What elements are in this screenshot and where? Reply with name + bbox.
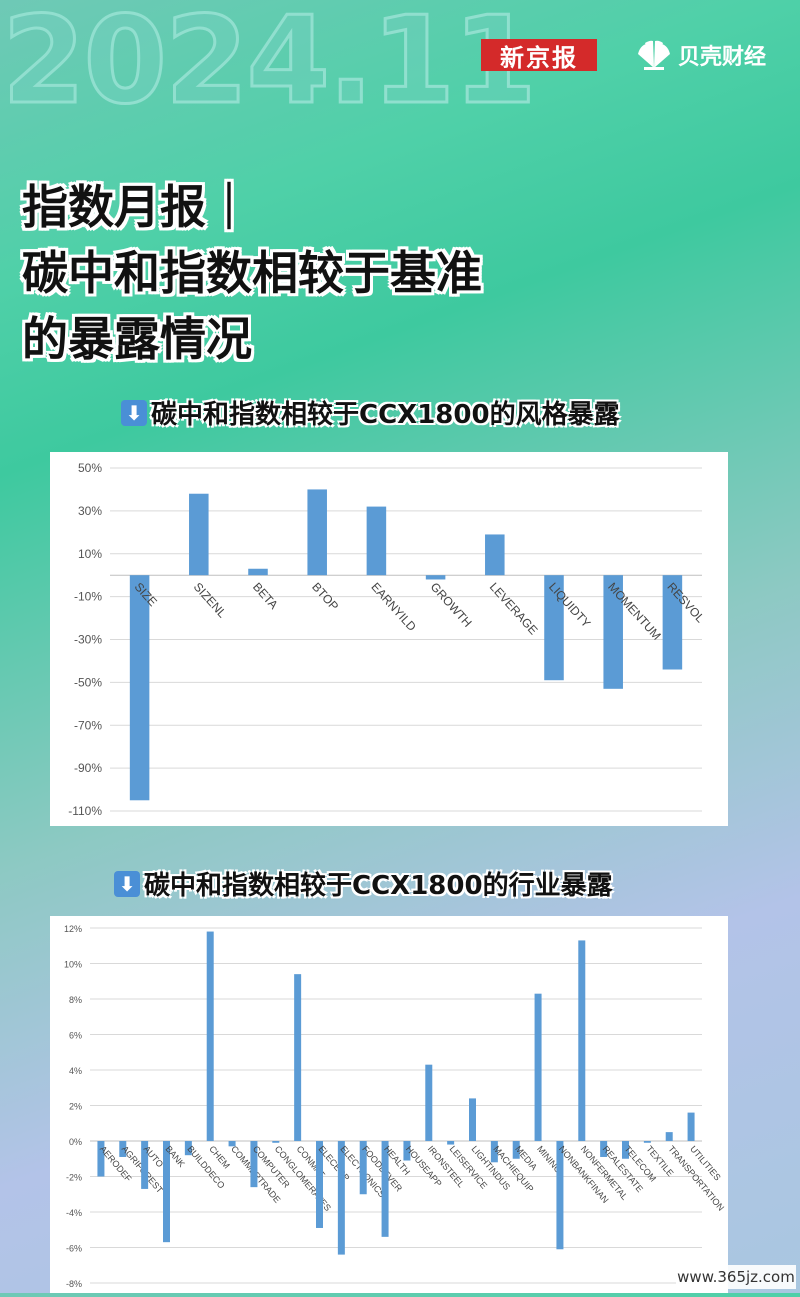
title-line: 的暴露情况 <box>22 312 252 366</box>
bar <box>129 575 150 801</box>
bar <box>687 1112 695 1141</box>
bar <box>381 1141 389 1237</box>
page-title: 指数月报｜ 碳中和指数相较于基准 的暴露情况 <box>22 174 482 372</box>
bar <box>425 575 446 580</box>
shell-icon <box>638 40 670 70</box>
industry-exposure-chart: 12%10%8%6%4%2%0%-2%-4%-6%-8%AERODEFAGRIF… <box>64 924 726 1289</box>
bar <box>622 1141 629 1159</box>
bar <box>307 489 327 576</box>
bar <box>189 493 209 576</box>
category-label: BETA <box>250 580 281 612</box>
bar <box>184 1141 192 1156</box>
category-label: EARNYILD <box>368 580 419 634</box>
bar <box>272 1141 280 1143</box>
year-watermark: 2024.11 <box>1 0 539 131</box>
bar <box>366 506 387 576</box>
style-chart-panel: 50% 30% 10% -10% -30% -50% -70% -90% -110% SIZE SI… <box>50 452 728 826</box>
bar <box>119 1141 127 1157</box>
xinjingbao-logo: 新京报 <box>481 39 597 72</box>
industry-section-heading: ⬇ 碳中和指数相较于CCX1800的行业暴露 <box>114 865 613 902</box>
y-tick-label: -70% <box>74 718 102 732</box>
style-heading-text: 碳中和指数相较于CCX1800的风格暴露 <box>151 400 620 430</box>
y-tick-label: 12% <box>64 924 82 934</box>
y-tick-label: -30% <box>74 633 102 647</box>
y-tick-label: -2% <box>66 1173 82 1183</box>
bar <box>603 575 623 689</box>
bar <box>447 1141 455 1145</box>
down-arrow-icon: ⬇ <box>114 870 140 897</box>
beike-logo: 贝壳财经 <box>634 38 766 72</box>
bar <box>512 1141 520 1159</box>
bar <box>485 534 505 576</box>
bar <box>248 568 268 576</box>
y-tick-label: -4% <box>66 1208 82 1218</box>
down-arrow-icon: ⬇ <box>121 399 147 426</box>
bar <box>490 1141 498 1163</box>
bar <box>600 1141 608 1157</box>
category-label: GROWTH <box>428 580 475 630</box>
site-watermark: www.365jz.com <box>676 1265 796 1289</box>
y-tick-label: -110% <box>68 804 102 818</box>
bar <box>316 1141 323 1228</box>
y-tick-label: -8% <box>66 1279 82 1289</box>
category-label: LEVERAGE <box>487 580 541 637</box>
style-section-heading: ⬇ 碳中和指数相较于CCX1800的风格暴露 <box>121 394 620 431</box>
bar <box>665 1132 673 1141</box>
bar <box>403 1141 411 1161</box>
bar <box>544 575 564 681</box>
style-exposure-chart: 50%30%10%-10%-30%-50%-70%-90%-110%SIZE SI… <box>68 461 707 818</box>
y-tick-label: 50% <box>78 461 102 475</box>
bar <box>359 1141 367 1195</box>
y-tick-label: 8% <box>69 995 82 1005</box>
bar <box>578 940 586 1141</box>
title-line: 碳中和指数相较于基准 <box>22 246 482 300</box>
bar <box>163 1141 170 1243</box>
y-tick-label: -90% <box>74 761 102 775</box>
bar <box>97 1141 105 1177</box>
category-label: SIZENL <box>191 580 230 621</box>
bar <box>643 1141 651 1143</box>
bar <box>556 1141 564 1250</box>
y-tick-label: 10% <box>78 547 102 561</box>
bar <box>534 993 542 1141</box>
y-tick-label: 0% <box>69 1137 82 1147</box>
y-tick-label: 10% <box>64 960 82 970</box>
beike-logo-text: 贝壳财经 <box>678 45 767 70</box>
bar <box>294 974 302 1141</box>
bar <box>250 1141 258 1188</box>
bar <box>337 1141 345 1255</box>
bar <box>206 931 214 1141</box>
y-tick-label: -6% <box>66 1244 82 1254</box>
bar <box>425 1064 433 1141</box>
y-tick-label: 2% <box>69 1102 82 1112</box>
industry-chart-panel: 12%10%8%6%4%2%0%-2%-4%-6%-8%AERODEFAGRIF… <box>50 916 728 1293</box>
bar <box>141 1141 149 1189</box>
bar <box>469 1098 476 1141</box>
bar <box>228 1141 236 1147</box>
y-tick-label: 4% <box>69 1066 82 1076</box>
y-tick-label: 30% <box>78 504 102 518</box>
title-line: 指数月报｜ <box>22 180 252 234</box>
y-tick-label: -10% <box>74 590 102 604</box>
y-tick-label: -50% <box>74 675 102 689</box>
industry-heading-text: 碳中和指数相较于CCX1800的行业暴露 <box>144 871 613 901</box>
bar <box>662 575 683 670</box>
y-tick-label: 6% <box>69 1031 82 1041</box>
